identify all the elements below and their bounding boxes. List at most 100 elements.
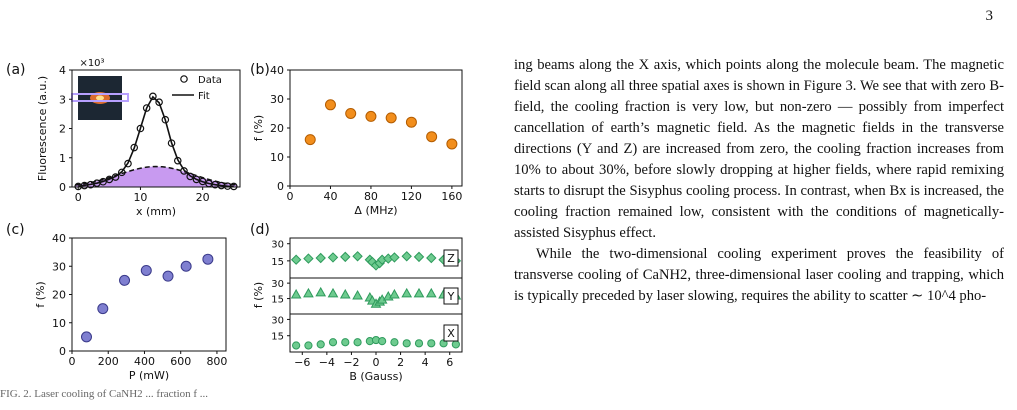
panel-b-y-tick-label: 40: [270, 64, 284, 77]
panel-b-y-tick-label: 30: [270, 93, 284, 106]
panel-d-axis-tag-y: Y: [447, 290, 455, 303]
panel-a-data-point: [186, 172, 195, 181]
panel-c-data-point: [162, 270, 174, 282]
panel-d-y-tick-label: 30: [271, 240, 284, 251]
panel-b-data-point: [426, 131, 438, 143]
panel-d-x-data-point: [341, 338, 350, 347]
panel-c-axes-frame: [71, 237, 227, 352]
panel-c-x-tick-label: 400: [134, 355, 155, 368]
panel-d-z-data-point: [327, 252, 339, 263]
panel-b-data-point: [365, 110, 377, 122]
panel-a-background-fit-line: [75, 165, 237, 186]
panel-d-x-data-point: [353, 338, 362, 347]
panel-c-data-point: [202, 253, 214, 265]
panel-a-y-tick-label: 3: [59, 93, 66, 106]
body-text: ing beams along the X axis, which points…: [514, 55, 1004, 307]
panel-d-x-tick-label: 4: [422, 356, 429, 369]
panel-a-exponent: ×10³: [79, 58, 104, 69]
panel-a-inset-core: [96, 95, 104, 101]
panel-d-x-data-point: [328, 338, 338, 347]
panel-c-data-point: [97, 303, 109, 315]
panel-b-data-point: [446, 138, 458, 150]
panel-c-x-tick-label: 200: [98, 355, 119, 368]
panel-c-y-tick-label: 40: [52, 232, 66, 245]
panel-b-x-tick-label: 120: [401, 190, 422, 203]
panel-d-y-data-point: [401, 287, 413, 298]
panel-c-y-tick-label: 20: [52, 289, 66, 302]
panel-b-data-point: [324, 99, 336, 111]
panel-a-data-point: [105, 175, 114, 184]
panel-b-x-tick-label: 80: [364, 190, 378, 203]
panel-c-data-point: [119, 274, 131, 286]
panel-b-label: (b): [250, 62, 270, 78]
panel-a-data-point: [130, 143, 139, 152]
panel-c-x-tick-label: 0: [69, 355, 76, 368]
panel-d-x-tick-label: 0: [373, 356, 380, 369]
panel-b-x-tick-label: 160: [441, 190, 462, 203]
panel-a-y-tick-label: 0: [59, 181, 66, 194]
panel-b-axes-frame: [289, 69, 463, 187]
page-number: 3: [985, 8, 994, 24]
panel-d-x-label: B (Gauss): [349, 370, 402, 383]
panel-d-y-data-point: [425, 287, 437, 298]
panel-d-x-data-point: [402, 339, 411, 348]
figure-caption: FIG. 2. Laser cooling of CaNH2 ... fract…: [0, 388, 209, 400]
panel-d-x-data-point: [378, 337, 387, 346]
panel-d-y-tick-label: 30: [271, 279, 284, 290]
panel-c-y-tick-label: 30: [52, 260, 66, 273]
panel-a-y-tick-label: 4: [59, 64, 66, 77]
panel-a-data-point: [167, 139, 176, 147]
panel-c-x-label: P (mW): [129, 369, 169, 382]
panel-b-x-tick-label: 0: [287, 190, 294, 203]
panel-d-x-data-point: [414, 339, 424, 348]
panel-d-x-tick-label: 6: [446, 356, 453, 369]
panel-c-x-tick-label: 800: [206, 355, 227, 368]
panel-d-x-tick-label: −6: [294, 356, 310, 369]
panel-c-x-tick-label: 600: [170, 355, 191, 368]
panel-c-y-label: f (%): [34, 281, 47, 307]
panel-d-z-data-point: [303, 253, 314, 264]
panel-d-y-label: f (%): [252, 282, 265, 308]
panel-d-y-data-point: [413, 287, 425, 298]
panel-a-label: (a): [6, 62, 26, 78]
panel-d-z-data-point: [340, 251, 351, 263]
panel-d-axis-tag-box: [443, 324, 459, 342]
panel-d-z-data-point: [352, 251, 363, 262]
panel-d-axis-tag-box: [443, 287, 459, 305]
panel-a-legend-data: Data: [198, 75, 222, 86]
panel-c-data-point: [80, 331, 92, 343]
panel-b-x-tick-label: 40: [323, 190, 337, 203]
panel-b-data-point: [345, 108, 357, 119]
panel-d-x-data-point: [427, 339, 436, 348]
panel-d-y-tick-label: 30: [271, 315, 284, 326]
panel-d-label: (d): [250, 222, 270, 238]
panel-d-x-tick-label: 2: [397, 356, 404, 369]
panel-b-y-label: f (%): [252, 115, 265, 141]
panel-b-data-point: [405, 116, 417, 128]
panel-a-data-point: [180, 167, 188, 175]
panel-d-z-data-point: [389, 252, 400, 263]
panel-a-data-point: [173, 156, 182, 165]
panel-d-x-data-point: [304, 341, 313, 350]
panel-b-x-label: Δ (MHz): [354, 204, 397, 217]
panel-a-area-fill: [75, 166, 237, 187]
figure-2: (a) ×10³ Data Fit 0 10 20 0 1 2 3 4 x (mm) Fluorescen…: [0, 56, 500, 410]
panel-a-data-point: [99, 177, 107, 186]
panel-a-y-label: Fluorescence (a.u.): [36, 76, 49, 181]
panel-d-y-data-point: [327, 287, 339, 298]
panel-d-axis-tag-z: Z: [447, 252, 455, 265]
panel-c-y-tick-label: 10: [52, 317, 66, 330]
panel-a-data-point: [229, 182, 238, 191]
panel-d-z-data-point: [401, 251, 412, 262]
panel-c-y-tick-label: 0: [59, 345, 66, 358]
panel-c-data-point: [180, 260, 192, 272]
panel-d-y-tick-label: 15: [271, 295, 284, 306]
panel-d-y-data-point: [352, 289, 363, 300]
panel-c-label: (c): [6, 222, 25, 238]
panel-d-x-data-point: [451, 340, 460, 349]
panel-d-z-data-point: [413, 251, 425, 263]
panel-a-legend-fit: Fit: [198, 91, 210, 102]
panel-a-y-tick-label: 2: [59, 123, 66, 136]
panel-d-y-data-point: [339, 288, 351, 299]
